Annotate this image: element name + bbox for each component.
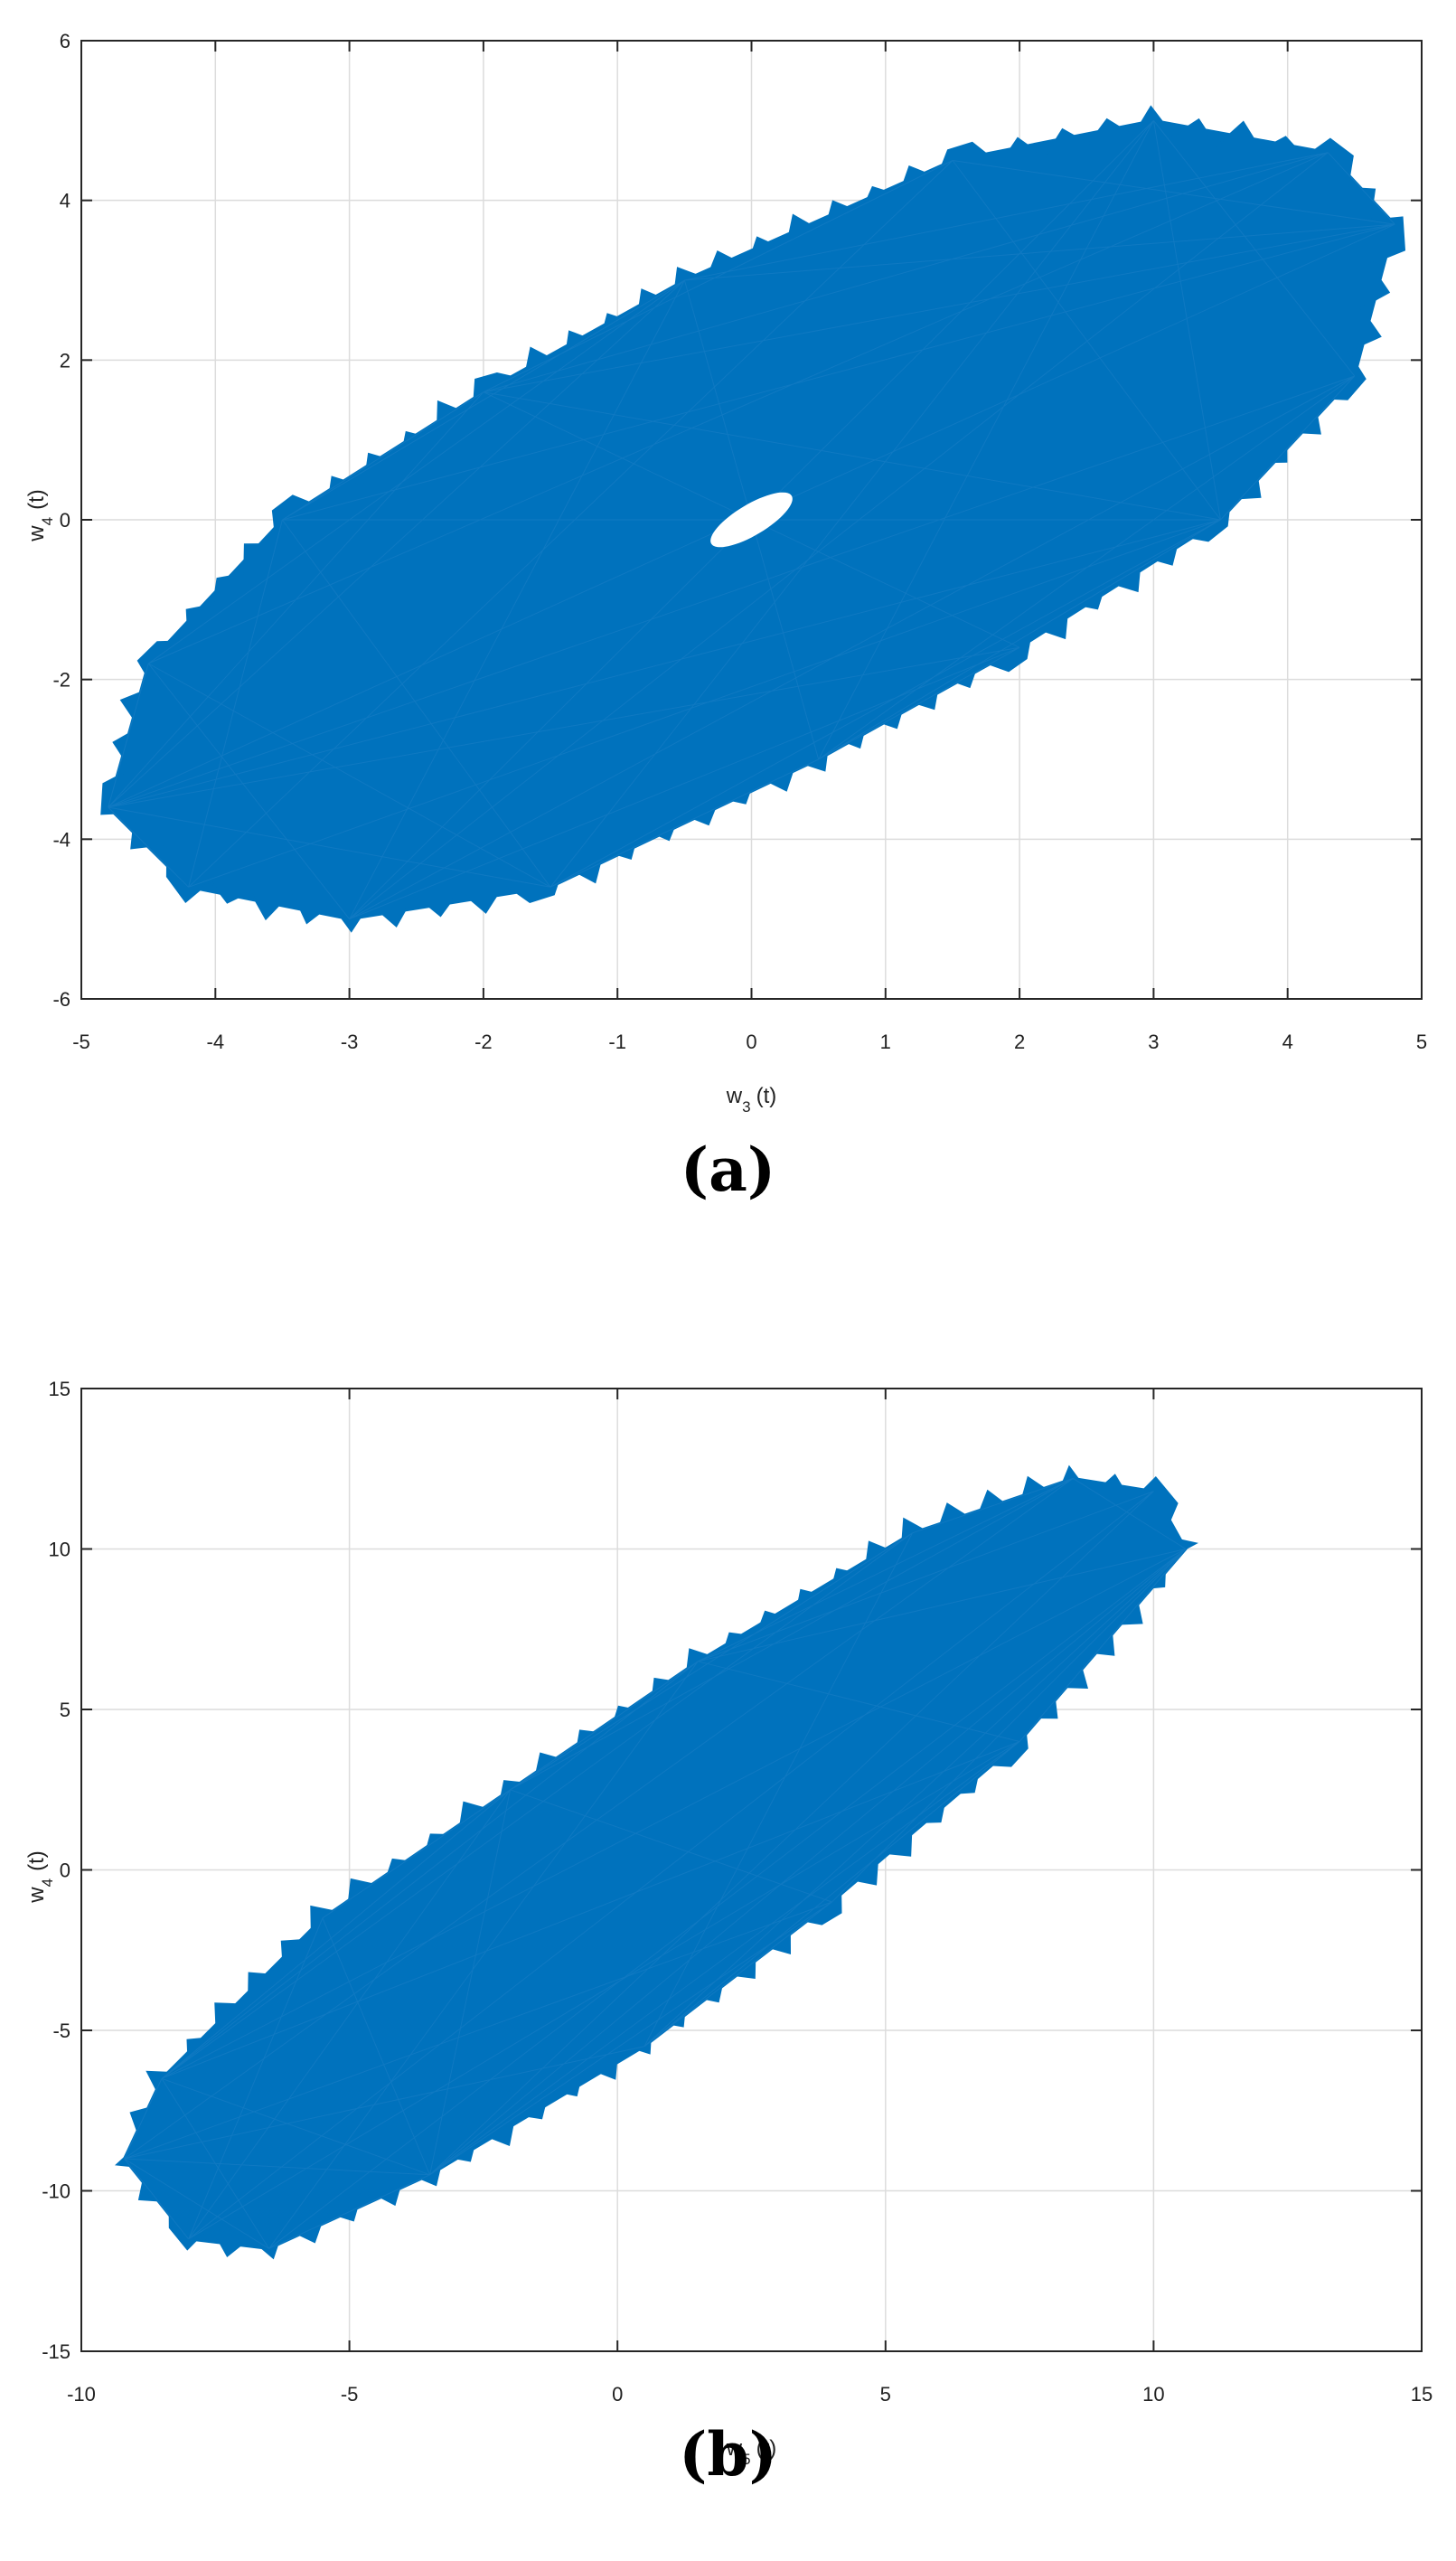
y-tick-label: 15	[49, 1378, 70, 1400]
x-axis-title-sub: 3	[742, 1098, 750, 1116]
x-tick-label: 3	[1148, 1031, 1159, 1053]
series-inner-hole	[710, 492, 793, 548]
x-tick-label: -1	[608, 1031, 626, 1053]
y-axis-title-base: w	[24, 1887, 49, 1904]
y-axis-title: w4 (t)	[24, 1850, 56, 1903]
x-tick-label: 4	[1282, 1031, 1293, 1053]
y-tick-label: 2	[60, 349, 70, 372]
panel-label-a: (a)	[680, 1135, 776, 1205]
x-tick-label: -5	[341, 2383, 359, 2406]
y-axis-title-rest: (t)	[24, 1850, 49, 1871]
y-tick-label: 5	[60, 1699, 70, 1721]
panel-b: -10 -5 0 5 10 15 -15 -10 -5 0 5 10 15 w5 (t) w4(t) (b)	[0, 1280, 1456, 2561]
x-tick-label: 5	[1416, 1031, 1427, 1053]
data-trajectory	[114, 1464, 1198, 2260]
x-tick-label: -5	[72, 1031, 90, 1053]
x-tick-label: 0	[746, 1031, 756, 1053]
y-tick-label: -5	[52, 2020, 70, 2042]
series-texture	[124, 1477, 1187, 2249]
y-axis-title-rest: (t)	[24, 489, 49, 510]
x-axis-title-sub: 5	[742, 2451, 750, 2468]
x-tick-label: -4	[207, 1031, 225, 1053]
x-tick-label: 0	[612, 2383, 623, 2406]
y-tick-label: 0	[60, 1860, 70, 1882]
x-axis-title-rest: (t)	[756, 1084, 777, 1108]
x-axis-title: w3 (t)	[726, 1084, 776, 1116]
x-tick-label: 5	[880, 2383, 891, 2406]
x-axis-title-base: w	[726, 2436, 743, 2461]
panel-label-b: (b)	[679, 2419, 777, 2490]
x-axis-title: w5 (t)	[726, 2436, 776, 2468]
y-axis-title-base: w	[24, 525, 49, 542]
y-axis-title: w4 (t)	[24, 489, 56, 541]
x-tick-label: -3	[341, 1031, 359, 1053]
y-axis-title-sub: 4	[39, 517, 56, 525]
x-tick-label: 15	[1411, 2383, 1433, 2406]
y-tick-label: -6	[52, 988, 70, 1011]
panel-a: -5 -4 -3 -2 -1 0 1 2 3 4 5 -6 -4 -2 0 2 4 6 w3 (t) w4(t) (a)	[0, 0, 1456, 1280]
y-tick-label: -4	[52, 828, 70, 851]
x-tick-label: 10	[1142, 2383, 1164, 2406]
y-tick-label: 4	[60, 190, 70, 212]
x-axis-title-rest: (t)	[756, 2436, 777, 2461]
data-trajectory	[100, 105, 1406, 933]
x-tick-label: 1	[880, 1031, 891, 1053]
series-edge-teeth	[114, 1464, 1198, 2260]
y-tick-label: 0	[60, 509, 70, 532]
x-tick-label: -10	[67, 2383, 96, 2406]
x-tick-label: -2	[474, 1031, 493, 1053]
y-tick-label: -10	[42, 2180, 70, 2203]
y-tick-label: 10	[49, 1539, 70, 1561]
x-tick-label: 2	[1014, 1031, 1025, 1053]
x-axis-title-base: w	[726, 1084, 743, 1108]
y-axis-title-sub: 4	[39, 1878, 56, 1887]
y-tick-label: 6	[60, 30, 70, 52]
y-tick-label: -15	[42, 2340, 70, 2363]
y-tick-label: -2	[52, 669, 70, 692]
